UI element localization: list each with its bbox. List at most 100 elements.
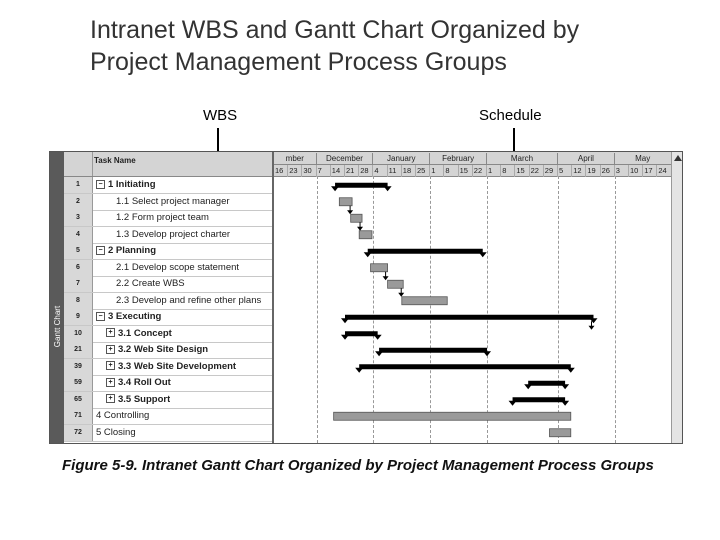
vertical-scrollbar[interactable] bbox=[671, 152, 682, 443]
week-label: 12 bbox=[572, 165, 587, 177]
month-label: March bbox=[487, 153, 558, 164]
month-label: mber bbox=[274, 153, 317, 164]
dependency-arrow-icon bbox=[382, 276, 389, 281]
task-row[interactable]: 71 4 Controlling bbox=[64, 408, 272, 425]
summary-bar[interactable] bbox=[528, 380, 566, 386]
week-label: 15 bbox=[515, 165, 530, 177]
task-row[interactable]: 39 +3.3 Web Site Development bbox=[64, 358, 272, 376]
collapse-icon[interactable]: − bbox=[96, 179, 105, 189]
summary-bar[interactable] bbox=[345, 314, 594, 320]
task-row[interactable]: 59 +3.4 Roll Out bbox=[64, 375, 272, 392]
task-name-text: 3 Executing bbox=[108, 311, 162, 322]
week-label: 14 bbox=[331, 165, 345, 177]
expand-icon[interactable]: + bbox=[106, 344, 115, 354]
task-row[interactable]: 7 2.2 Create WBS bbox=[64, 276, 272, 293]
task-name: −3 Executing bbox=[96, 309, 161, 325]
summary-end-marker bbox=[375, 351, 384, 357]
task-bar[interactable] bbox=[350, 213, 363, 223]
summary-end-marker bbox=[341, 318, 349, 324]
scroll-up-icon[interactable] bbox=[674, 155, 682, 161]
task-name: +3.3 Web Site Development bbox=[106, 359, 236, 375]
summary-end-marker bbox=[589, 318, 598, 324]
gantt-chart-area[interactable]: mber December January February March April May… bbox=[272, 152, 682, 443]
task-bar[interactable] bbox=[358, 230, 373, 240]
task-row[interactable]: 72 5 Closing bbox=[64, 424, 272, 442]
task-row[interactable]: 2 1.1 Select project manager bbox=[64, 193, 272, 211]
view-bar-label: Gantt Chart bbox=[53, 305, 62, 348]
task-id: 6 bbox=[64, 259, 93, 276]
view-bar[interactable]: Gantt Chart bbox=[50, 152, 64, 443]
task-name-column-header[interactable]: Task Name bbox=[94, 156, 136, 165]
dependency-arrow-icon bbox=[588, 325, 595, 330]
summary-bar[interactable] bbox=[379, 347, 487, 353]
collapse-icon[interactable]: − bbox=[96, 311, 105, 321]
task-name-text: 2.1 Develop scope statement bbox=[116, 261, 240, 273]
task-row[interactable]: 5−2 Planning bbox=[64, 243, 272, 260]
month-gridline bbox=[614, 176, 616, 443]
task-name-text: 2 Planning bbox=[108, 245, 157, 256]
task-name-text: 3.5 Support bbox=[118, 393, 171, 405]
summary-bar[interactable] bbox=[345, 331, 378, 337]
week-label: 5 bbox=[558, 165, 573, 177]
id-column-header[interactable] bbox=[64, 152, 93, 176]
summary-end-marker bbox=[331, 186, 340, 192]
task-name: 1.3 Develop project charter bbox=[116, 227, 230, 243]
collapse-icon[interactable]: − bbox=[96, 245, 105, 255]
task-bar[interactable] bbox=[333, 411, 572, 421]
task-name-text: 4 Controlling bbox=[96, 410, 150, 421]
grid-header: Task Name bbox=[64, 152, 272, 177]
task-row[interactable]: 8 2.3 Develop and refine other plans bbox=[64, 292, 272, 310]
week-label: 30 bbox=[302, 165, 317, 177]
timescale: mber December January February March April May… bbox=[274, 152, 672, 177]
task-name: −1 Initiating bbox=[96, 177, 156, 193]
summary-bar[interactable] bbox=[512, 397, 566, 403]
summary-bar[interactable] bbox=[359, 364, 571, 370]
week-label: 21 bbox=[345, 165, 360, 177]
task-bar[interactable] bbox=[338, 197, 353, 207]
task-name-text: 3.1 Concept bbox=[118, 327, 172, 339]
task-row[interactable]: 21 +3.2 Web Site Design bbox=[64, 342, 272, 359]
task-row[interactable]: 4 1.3 Develop project charter bbox=[64, 226, 272, 244]
month-gridline bbox=[373, 176, 375, 443]
expand-icon[interactable]: + bbox=[106, 377, 115, 387]
task-bar[interactable] bbox=[549, 428, 572, 438]
summary-bar[interactable] bbox=[335, 182, 388, 188]
task-bar[interactable] bbox=[370, 263, 388, 273]
week-label: 16 bbox=[274, 165, 289, 177]
expand-icon[interactable]: + bbox=[106, 361, 115, 371]
week-label: 25 bbox=[416, 165, 431, 177]
task-id: 65 bbox=[64, 391, 93, 408]
task-row[interactable]: 65 +3.5 Support bbox=[64, 391, 272, 409]
task-name: 2.1 Develop scope statement bbox=[116, 260, 239, 276]
task-row[interactable]: 3 1.2 Form project team bbox=[64, 210, 272, 227]
week-label: 22 bbox=[530, 165, 544, 177]
summary-end-marker bbox=[561, 384, 570, 390]
month-gridline bbox=[316, 176, 318, 443]
wbs-callout: WBS bbox=[203, 107, 238, 124]
expand-icon[interactable]: + bbox=[106, 394, 115, 404]
slide-title-line-2: Project Management Process Groups bbox=[90, 48, 507, 76]
task-id: 8 bbox=[64, 292, 93, 309]
week-label: 11 bbox=[388, 165, 402, 177]
task-id: 3 bbox=[64, 210, 93, 226]
task-bar[interactable] bbox=[401, 296, 448, 306]
task-row[interactable]: 10 +3.1 Concept bbox=[64, 325, 272, 343]
task-name-text: 3.3 Web Site Development bbox=[118, 360, 237, 372]
task-row[interactable]: 9−3 Executing bbox=[64, 309, 272, 326]
summary-end-marker bbox=[508, 400, 517, 406]
week-label: 19 bbox=[586, 165, 601, 177]
week-label: 28 bbox=[359, 165, 374, 177]
summary-end-marker bbox=[383, 186, 392, 192]
schedule-callout: Schedule bbox=[479, 107, 542, 124]
task-name: 5 Closing bbox=[96, 425, 136, 441]
task-id: 59 bbox=[64, 375, 93, 391]
task-row[interactable]: 1−1 Initiating bbox=[64, 177, 272, 194]
week-label: 8 bbox=[444, 165, 459, 177]
task-row[interactable]: 6 2.1 Develop scope statement bbox=[64, 259, 272, 277]
expand-icon[interactable]: + bbox=[106, 328, 115, 338]
task-bar[interactable] bbox=[387, 279, 404, 289]
task-name-text: 1 Initiating bbox=[108, 179, 156, 190]
slide-title-line-1: Intranet WBS and Gantt Chart Organized b… bbox=[90, 16, 580, 44]
summary-bar[interactable] bbox=[367, 248, 483, 254]
summary-end-marker bbox=[341, 334, 349, 340]
